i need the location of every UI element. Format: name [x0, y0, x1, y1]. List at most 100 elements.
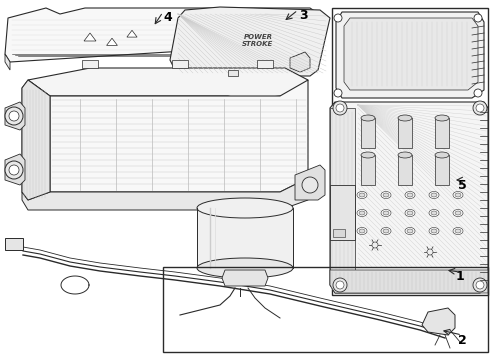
Ellipse shape — [405, 228, 415, 234]
Polygon shape — [5, 8, 322, 62]
Polygon shape — [295, 165, 325, 200]
Bar — [163, 267, 488, 352]
Text: 5: 5 — [458, 179, 466, 192]
Ellipse shape — [381, 210, 391, 216]
Ellipse shape — [381, 228, 391, 234]
Polygon shape — [5, 102, 25, 130]
Circle shape — [473, 278, 487, 292]
Ellipse shape — [381, 192, 391, 198]
Ellipse shape — [429, 228, 439, 234]
Text: 3: 3 — [299, 9, 307, 22]
Ellipse shape — [383, 211, 389, 215]
Ellipse shape — [455, 229, 461, 233]
Ellipse shape — [197, 258, 293, 278]
Circle shape — [5, 107, 23, 125]
Ellipse shape — [197, 198, 293, 218]
Ellipse shape — [383, 229, 389, 233]
Polygon shape — [82, 60, 98, 68]
Ellipse shape — [431, 193, 437, 197]
Circle shape — [334, 14, 342, 22]
Polygon shape — [330, 108, 355, 285]
Ellipse shape — [357, 192, 367, 198]
Ellipse shape — [431, 211, 437, 215]
Ellipse shape — [361, 115, 375, 121]
Polygon shape — [228, 70, 238, 76]
Polygon shape — [22, 80, 50, 200]
Ellipse shape — [383, 193, 389, 197]
Bar — [197, 208, 293, 268]
Ellipse shape — [361, 152, 375, 158]
Circle shape — [336, 281, 344, 289]
Ellipse shape — [359, 229, 365, 233]
Polygon shape — [336, 12, 484, 98]
Polygon shape — [344, 18, 478, 90]
Text: 4: 4 — [164, 10, 172, 23]
Polygon shape — [107, 38, 118, 45]
Ellipse shape — [453, 228, 463, 234]
Text: POWER
STROKE: POWER STROKE — [243, 33, 273, 46]
Polygon shape — [222, 270, 268, 286]
Ellipse shape — [398, 152, 412, 158]
Circle shape — [334, 89, 342, 97]
Polygon shape — [330, 185, 355, 240]
Bar — [435, 155, 449, 185]
Bar — [435, 118, 449, 148]
Ellipse shape — [407, 211, 413, 215]
Circle shape — [9, 165, 19, 175]
Circle shape — [474, 14, 482, 22]
Bar — [398, 155, 412, 185]
Polygon shape — [172, 60, 188, 68]
Polygon shape — [330, 102, 488, 293]
Circle shape — [474, 89, 482, 97]
Text: 1: 1 — [456, 270, 465, 284]
Ellipse shape — [455, 211, 461, 215]
Ellipse shape — [405, 210, 415, 216]
Circle shape — [336, 104, 344, 112]
Polygon shape — [127, 30, 137, 37]
Polygon shape — [422, 308, 455, 335]
Ellipse shape — [407, 229, 413, 233]
Polygon shape — [22, 80, 50, 200]
Circle shape — [333, 278, 347, 292]
Ellipse shape — [359, 193, 365, 197]
Bar — [361, 155, 375, 185]
Ellipse shape — [398, 115, 412, 121]
Polygon shape — [5, 154, 25, 185]
Circle shape — [302, 177, 318, 193]
Polygon shape — [330, 270, 488, 293]
Ellipse shape — [435, 115, 449, 121]
Polygon shape — [84, 33, 96, 41]
Polygon shape — [50, 80, 308, 192]
Circle shape — [427, 249, 433, 255]
Polygon shape — [170, 7, 330, 76]
Ellipse shape — [357, 228, 367, 234]
Circle shape — [476, 281, 484, 289]
Circle shape — [372, 242, 378, 248]
Ellipse shape — [453, 210, 463, 216]
Bar — [5, 238, 23, 250]
Ellipse shape — [455, 193, 461, 197]
Polygon shape — [257, 60, 273, 68]
Polygon shape — [290, 52, 310, 72]
Ellipse shape — [429, 210, 439, 216]
Ellipse shape — [359, 211, 365, 215]
Polygon shape — [5, 54, 10, 70]
Ellipse shape — [453, 192, 463, 198]
Ellipse shape — [429, 192, 439, 198]
Text: 2: 2 — [458, 333, 466, 346]
Ellipse shape — [407, 193, 413, 197]
Ellipse shape — [431, 229, 437, 233]
Circle shape — [473, 101, 487, 115]
Ellipse shape — [405, 192, 415, 198]
Bar — [398, 118, 412, 148]
Polygon shape — [28, 68, 308, 102]
Bar — [361, 118, 375, 148]
Circle shape — [476, 104, 484, 112]
Circle shape — [333, 101, 347, 115]
Ellipse shape — [435, 152, 449, 158]
Bar — [333, 229, 345, 237]
Ellipse shape — [357, 210, 367, 216]
Bar — [332, 8, 488, 295]
Circle shape — [9, 111, 19, 121]
Polygon shape — [22, 178, 308, 210]
